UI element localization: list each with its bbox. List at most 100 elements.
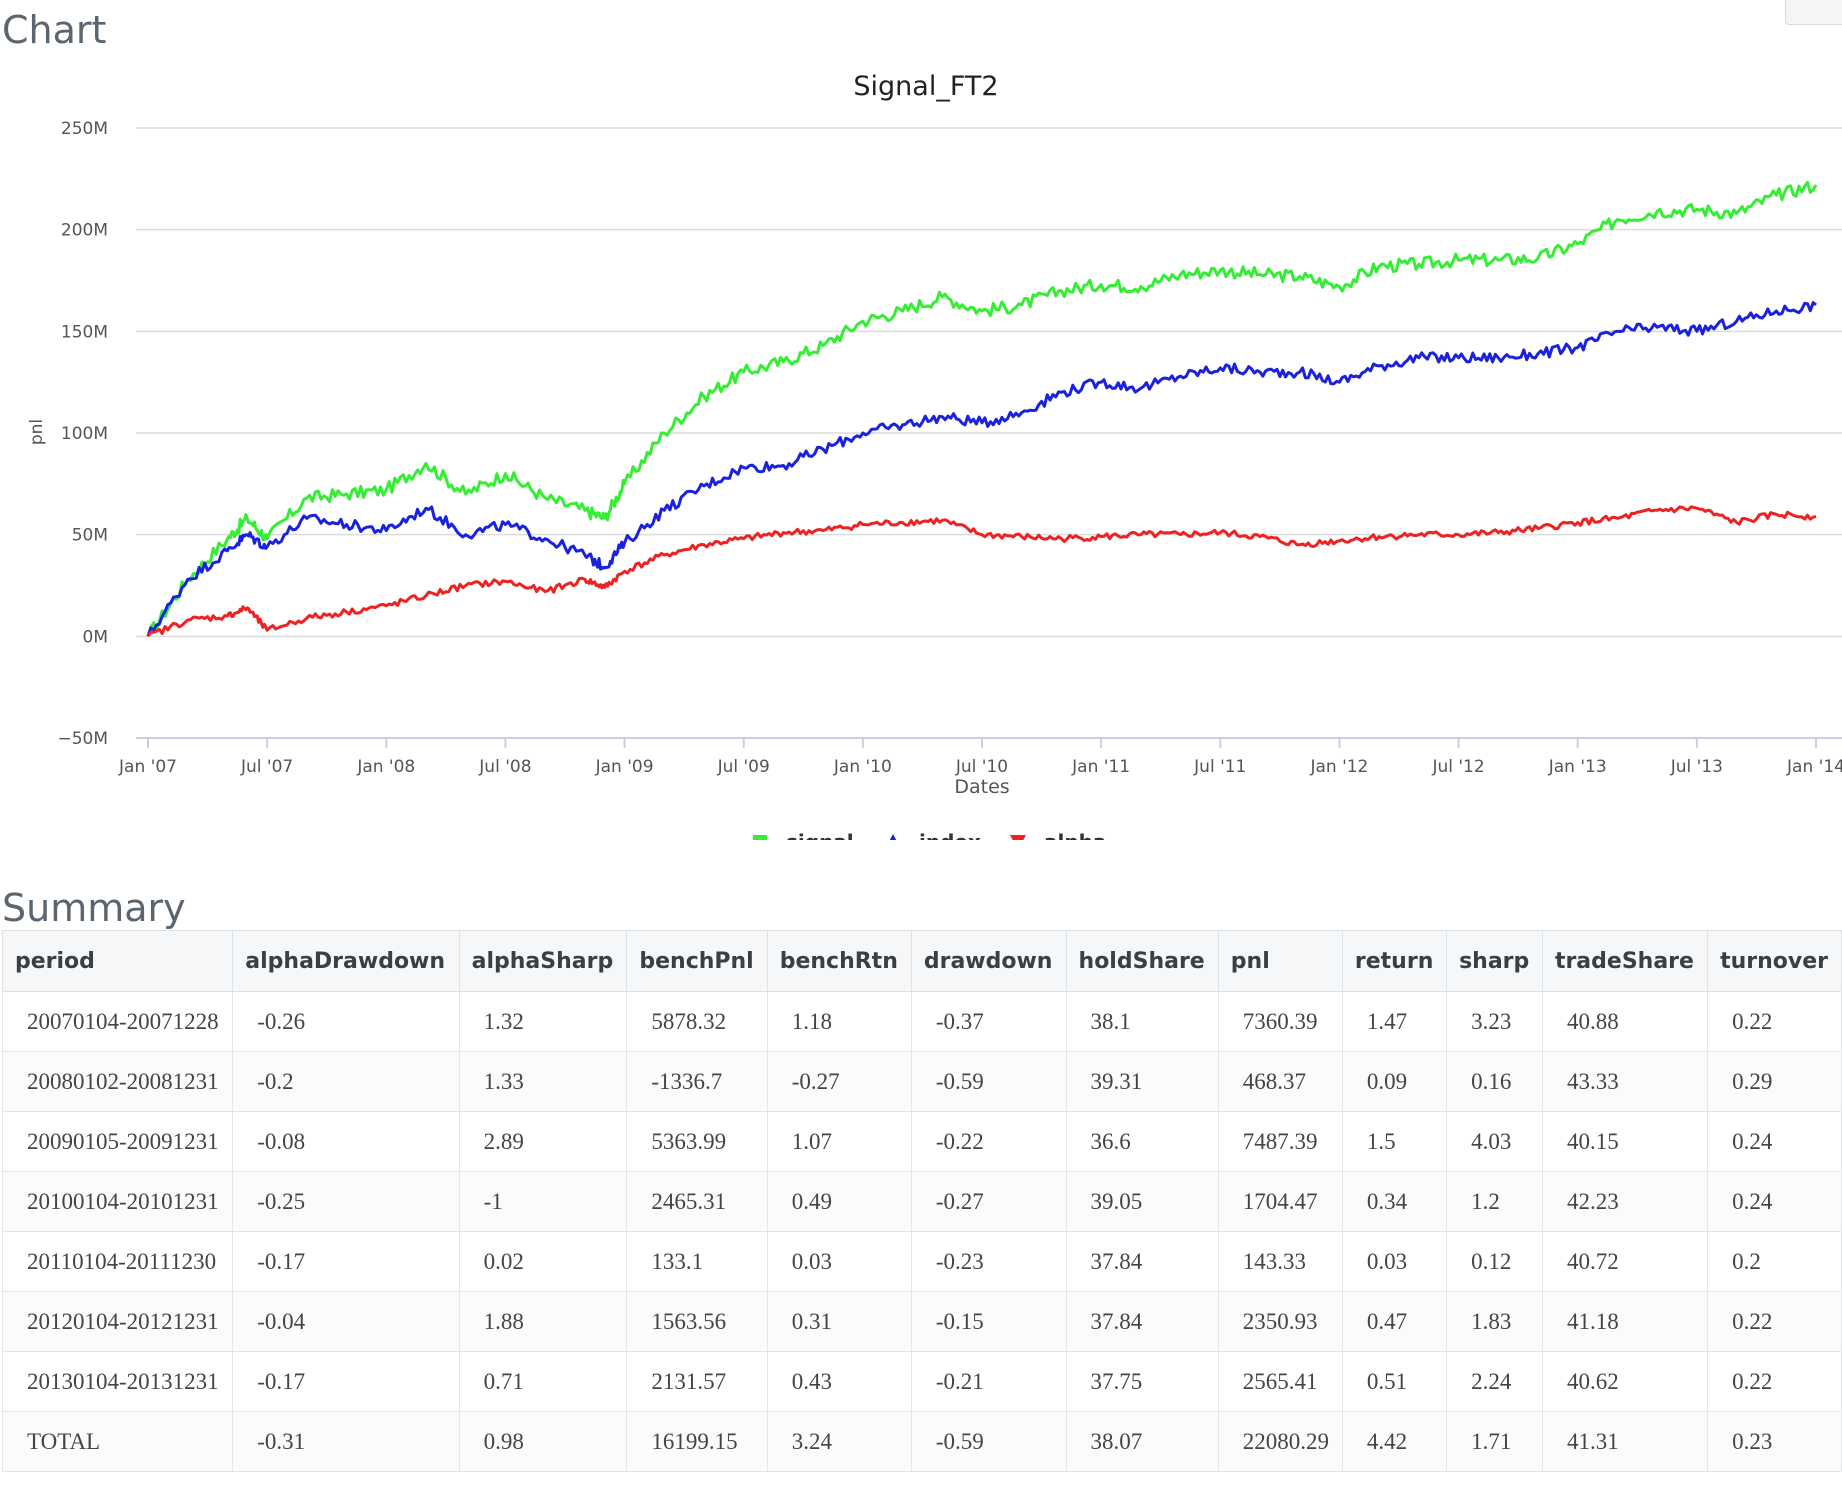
cell-benchPnl: 133.1 [626,1231,768,1292]
cell-sharp: 4.03 [1446,1111,1543,1172]
column-header-turnover[interactable]: turnover [1707,930,1842,992]
cell-return: 0.51 [1341,1351,1448,1412]
cell-period: 20100104-20101231 [1,1171,234,1232]
cell-benchPnl: 5363.99 [626,1111,768,1172]
legend-marker-triangle [889,834,897,840]
column-header-holdShare[interactable]: holdShare [1065,930,1219,992]
x-tick-label: Jul '10 [955,757,1008,777]
cell-benchPnl: 5878.32 [626,991,768,1052]
cell-holdShare: 37.84 [1065,1291,1219,1352]
cell-benchRtn: 0.43 [766,1351,912,1412]
cell-sharp: 1.71 [1446,1411,1543,1472]
column-header-return[interactable]: return [1341,930,1448,992]
chart-menu-button[interactable] [1785,0,1842,25]
x-tick-label: Jan '09 [595,757,654,777]
cell-benchPnl: 1563.56 [626,1291,768,1352]
x-tick-label: Jan '10 [833,757,892,777]
table-header-row: period alphaDrawdown alphaSharp benchPnl ben… [1,930,1842,992]
cell-alphaDrawdown: -0.17 [232,1351,460,1412]
column-header-tradeShare[interactable]: tradeShare [1541,930,1709,992]
column-header-sharp[interactable]: sharp [1446,930,1543,992]
y-tick-label: 0M [83,627,108,647]
chart-legend[interactable]: signal index alpha [746,830,1106,840]
cell-sharp: 3.23 [1446,991,1543,1052]
cell-period: 20120104-20121231 [1,1291,234,1352]
cell-drawdown: -0.22 [910,1111,1067,1172]
cell-benchPnl: -1336.7 [626,1051,768,1112]
cell-period: 20080102-20081231 [1,1051,234,1112]
cell-turnover: 0.22 [1707,991,1842,1052]
cell-alphaDrawdown: -0.08 [232,1111,460,1172]
column-header-alphaSharp[interactable]: alphaSharp [458,930,628,992]
x-tick-label: Jan '07 [118,757,177,777]
y-tick-label: 100M [61,424,108,444]
cell-tradeShare: 41.18 [1541,1291,1709,1352]
cell-alphaSharp: 0.98 [458,1411,628,1472]
cell-turnover: 0.24 [1707,1171,1842,1232]
x-tick-label: Jul '11 [1193,757,1246,777]
cell-return: 0.47 [1341,1291,1448,1352]
y-axis-label: pnl [27,419,47,445]
cell-alphaSharp: 1.33 [458,1051,628,1112]
table-row: 20130104-20131231 -0.17 0.71 2131.57 0.43 -0.… [1,1351,1842,1412]
cell-tradeShare: 43.33 [1541,1051,1709,1112]
legend-item-alpha[interactable]: alpha [1004,830,1106,840]
x-axis: Jan '07 Jul '07 Jan '08 Jul '08 Jan '09 Jul '… [118,737,1842,777]
table-row: 20090105-20091231 -0.08 2.89 5363.99 1.07 -0.… [1,1111,1842,1172]
y-tick-label: 250M [61,119,108,139]
cell-return: 1.5 [1341,1111,1448,1172]
column-header-benchRtn[interactable]: benchRtn [766,930,912,992]
y-tick-label: 150M [61,322,108,342]
table-row: 20080102-20081231 -0.2 1.33 -1336.7 -0.27 -0.… [1,1051,1842,1112]
cell-alphaSharp: -1 [458,1171,628,1232]
cell-turnover: 0.22 [1707,1291,1842,1352]
cell-pnl: 143.33 [1217,1231,1343,1292]
legend-marker-square [753,835,767,840]
cell-benchPnl: 16199.15 [626,1411,768,1472]
cell-tradeShare: 42.23 [1541,1171,1709,1232]
cell-pnl: 22080.29 [1217,1411,1343,1472]
cell-benchRtn: 1.18 [766,991,912,1052]
y-tick-label: −50M [57,729,108,749]
x-tick-label: Jan '13 [1548,757,1607,777]
cell-drawdown: -0.59 [910,1051,1067,1112]
legend-item-index[interactable]: index [879,830,981,840]
column-header-benchPnl[interactable]: benchPnl [626,930,768,992]
cell-return: 0.03 [1341,1231,1448,1292]
cell-drawdown: -0.59 [910,1411,1067,1472]
cell-pnl: 7360.39 [1217,991,1343,1052]
legend-item-signal[interactable]: signal [746,830,854,840]
chart-grid [136,127,1842,638]
legend-label: alpha [1044,830,1106,840]
column-header-drawdown[interactable]: drawdown [910,930,1067,992]
x-tick-label: Jul '07 [240,757,293,777]
cell-holdShare: 36.6 [1065,1111,1219,1172]
cell-period: 20090105-20091231 [1,1111,234,1172]
chart-title: Signal_FT2 [853,71,998,102]
x-tick-label: Jan '08 [356,757,415,777]
column-header-alphaDrawdown[interactable]: alphaDrawdown [232,930,460,992]
cell-return: 4.42 [1341,1411,1448,1472]
cell-benchRtn: 0.49 [766,1171,912,1232]
cell-sharp: 1.83 [1446,1291,1543,1352]
column-header-period[interactable]: period [1,930,234,992]
cell-turnover: 0.24 [1707,1111,1842,1172]
cell-alphaDrawdown: -0.2 [232,1051,460,1112]
cell-sharp: 1.2 [1446,1171,1543,1232]
cell-alphaSharp: 2.89 [458,1111,628,1172]
column-header-pnl[interactable]: pnl [1217,930,1343,992]
cell-benchRtn: 0.03 [766,1231,912,1292]
cell-sharp: 0.12 [1446,1231,1543,1292]
cell-return: 0.34 [1341,1171,1448,1232]
cell-benchRtn: 1.07 [766,1111,912,1172]
series-line-index [146,301,1817,637]
table-row: 20110104-20111230 -0.17 0.02 133.1 0.03 -0.23… [1,1231,1842,1292]
cell-benchRtn: 0.31 [766,1291,912,1352]
y-tick-label: 50M [72,526,108,546]
x-tick-label: Jan '11 [1071,757,1130,777]
table-row: 20100104-20101231 -0.25 -1 2465.31 0.49 -0.27… [1,1171,1842,1232]
cell-period: 20070104-20071228 [1,991,234,1052]
cell-turnover: 0.2 [1707,1231,1842,1292]
cell-alphaDrawdown: -0.17 [232,1231,460,1292]
cell-drawdown: -0.21 [910,1351,1067,1412]
